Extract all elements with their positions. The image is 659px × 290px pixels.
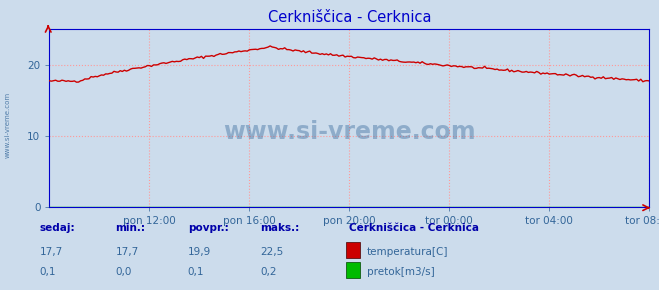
Text: 19,9: 19,9 (188, 247, 211, 257)
Text: 0,0: 0,0 (115, 267, 132, 277)
Text: www.si-vreme.com: www.si-vreme.com (5, 92, 11, 158)
Text: 22,5: 22,5 (260, 247, 283, 257)
Text: min.:: min.: (115, 224, 146, 233)
Text: 17,7: 17,7 (115, 247, 138, 257)
Text: Cerkniščica - Cerknica: Cerkniščica - Cerknica (349, 224, 479, 233)
Title: Cerkniščica - Cerknica: Cerkniščica - Cerknica (268, 10, 431, 25)
Text: maks.:: maks.: (260, 224, 300, 233)
Text: temperatura[C]: temperatura[C] (367, 247, 449, 257)
Text: 17,7: 17,7 (40, 247, 63, 257)
Text: 0,1: 0,1 (188, 267, 204, 277)
Text: 0,2: 0,2 (260, 267, 277, 277)
Text: 0,1: 0,1 (40, 267, 56, 277)
Text: pretok[m3/s]: pretok[m3/s] (367, 267, 435, 277)
Text: www.si-vreme.com: www.si-vreme.com (223, 120, 476, 144)
Text: sedaj:: sedaj: (40, 224, 75, 233)
Text: povpr.:: povpr.: (188, 224, 229, 233)
